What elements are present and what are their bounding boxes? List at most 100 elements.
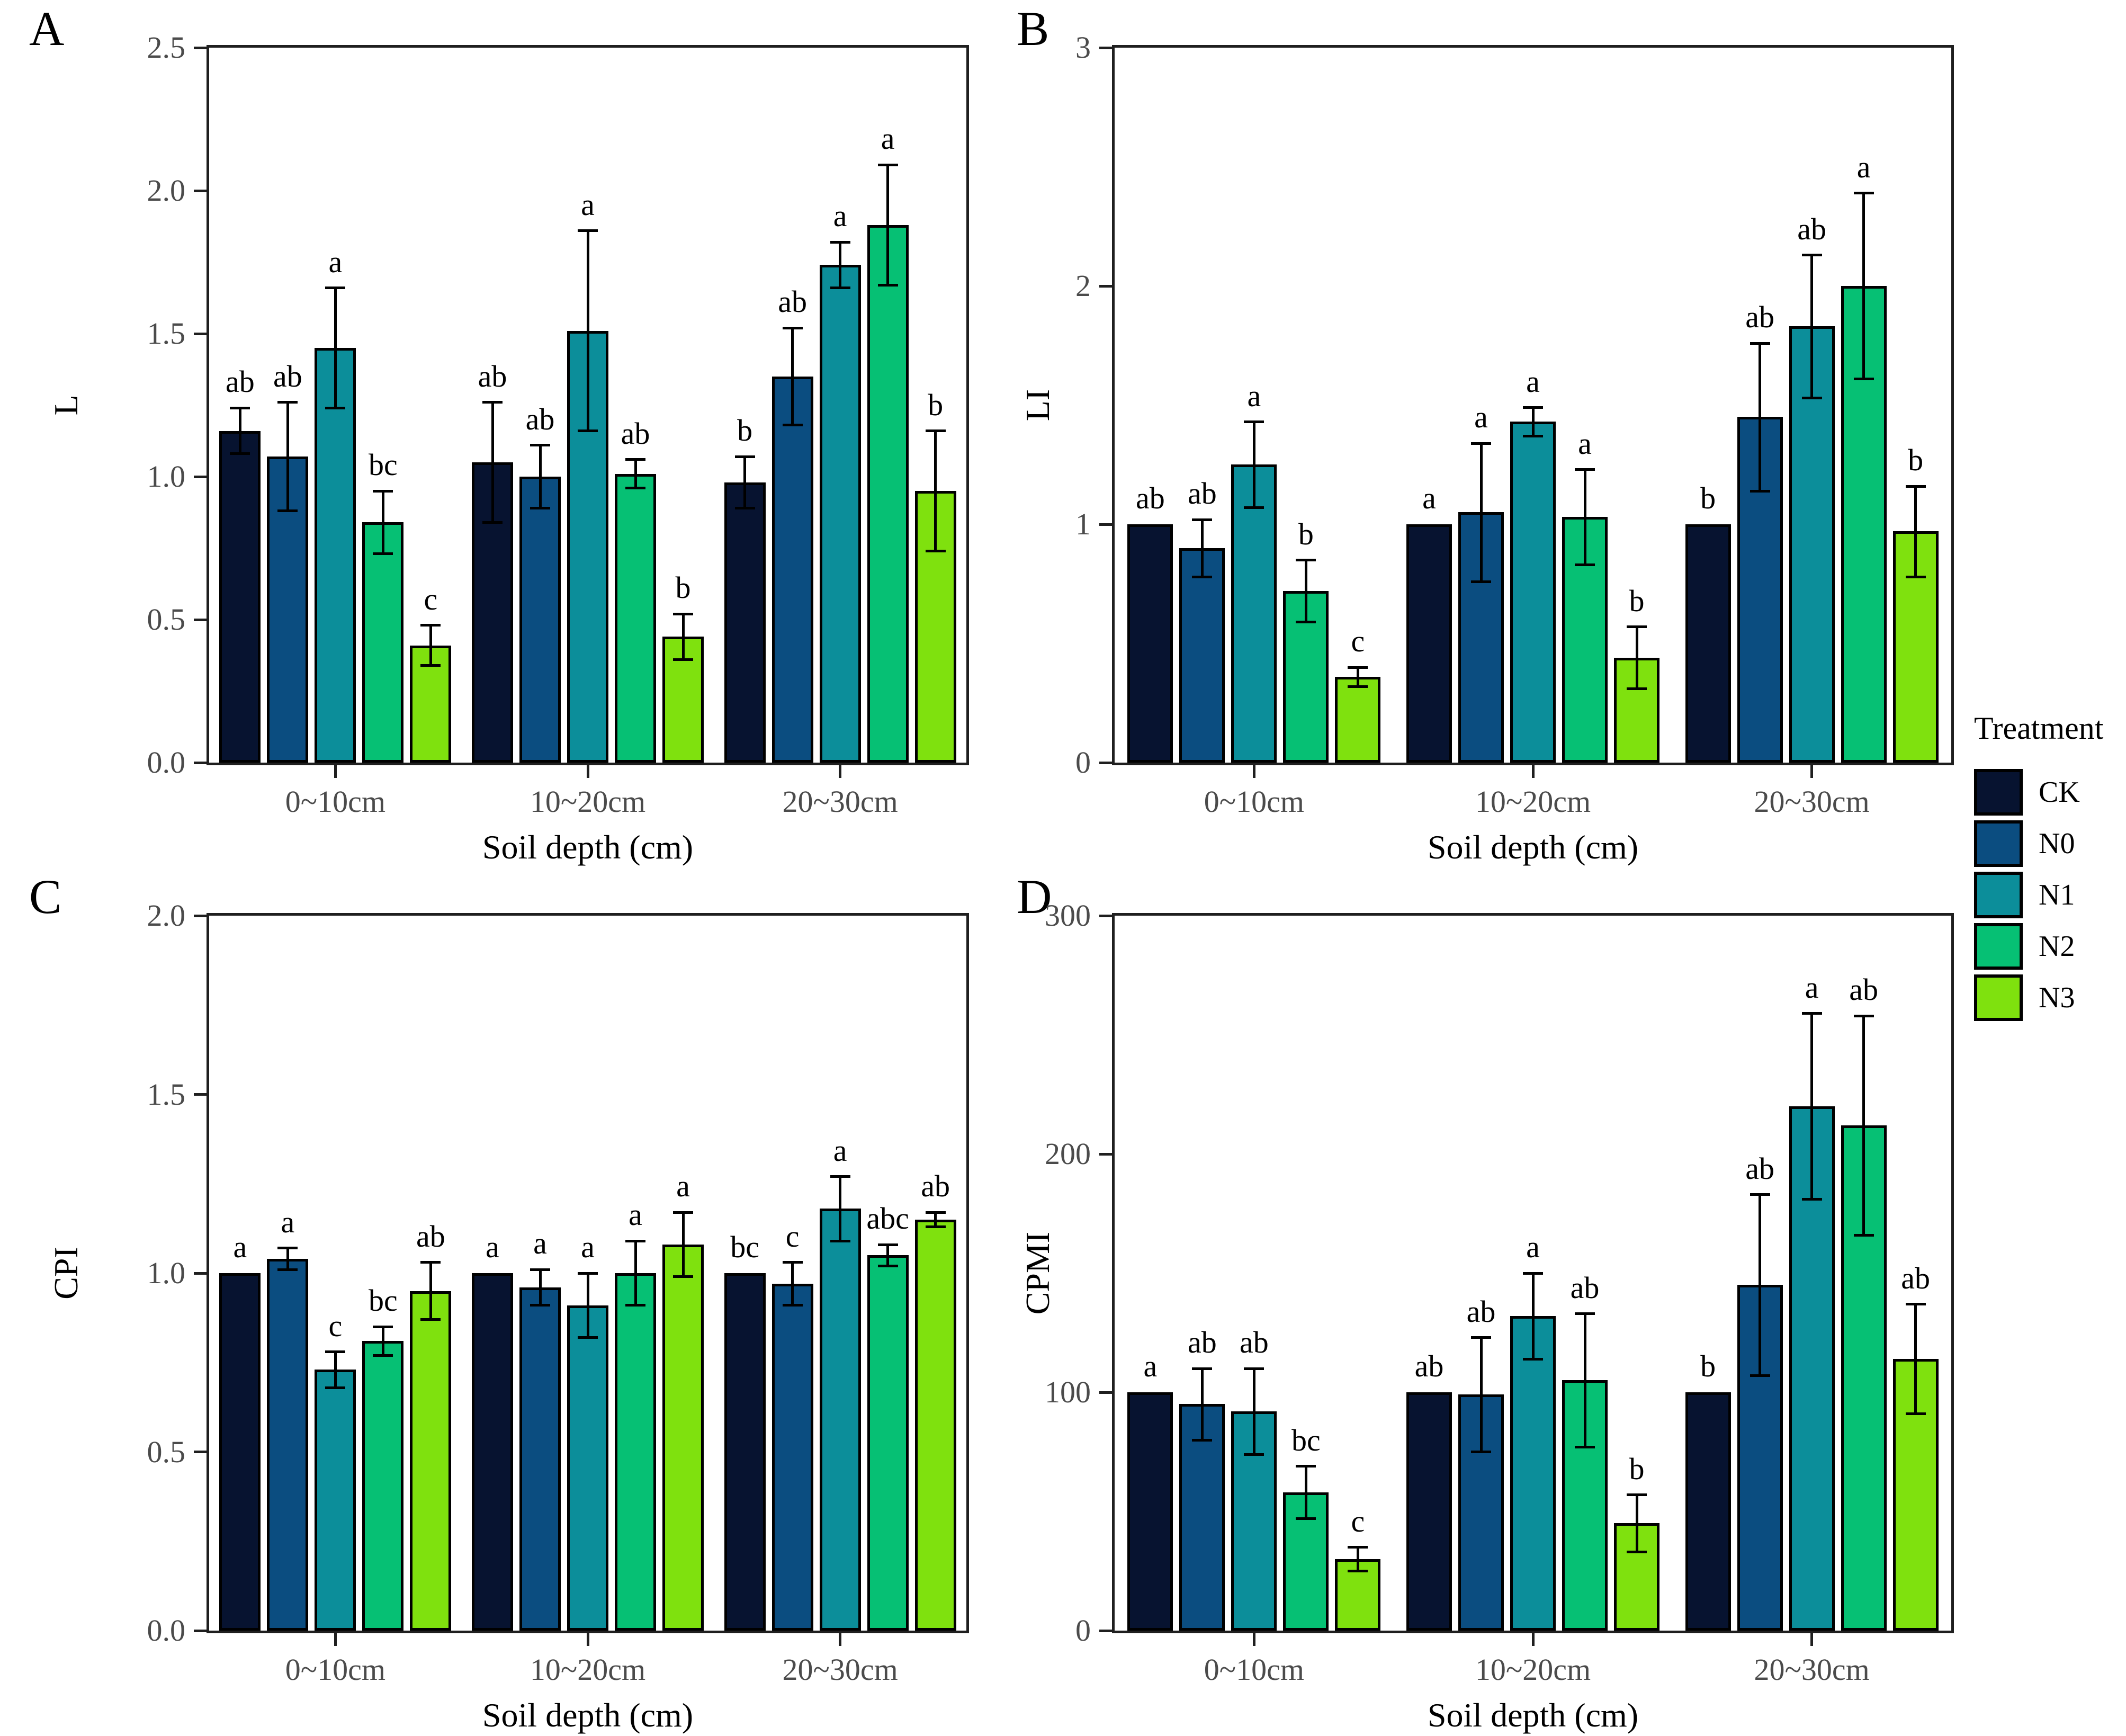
bar-N1 [1231, 464, 1277, 763]
sig-letter-N0: ab [525, 401, 555, 436]
sig-letter-N2: ab [621, 416, 650, 451]
error-bar-N1 [839, 242, 842, 288]
x-axis-label: Soil depth (cm) [482, 828, 694, 866]
error-bar-N0 [791, 1262, 794, 1305]
error-bar-cap [1523, 435, 1543, 437]
error-bar-N2 [1583, 469, 1586, 565]
y-tick [1099, 1152, 1112, 1156]
error-bar-cap [1750, 1193, 1770, 1196]
error-bar-cap [1192, 575, 1213, 578]
x-tick-label: 20~30cm [1754, 1652, 1870, 1687]
x-tick [1252, 765, 1255, 778]
bar-CK [1685, 524, 1731, 763]
y-tick [1099, 1629, 1112, 1632]
bar-N1 [819, 1209, 861, 1631]
sig-letter-N0: a [281, 1204, 295, 1239]
error-bar-N2 [381, 491, 384, 554]
error-bar-cap [734, 506, 755, 509]
y-tick [194, 761, 207, 764]
y-tick-label: 3 [1075, 30, 1091, 65]
error-bar-N2 [886, 165, 890, 285]
error-bar-cap [1523, 1272, 1543, 1275]
error-bar-cap [1348, 685, 1368, 688]
error-bar-N2 [1862, 1016, 1865, 1235]
error-bar-cap [578, 229, 598, 232]
x-tick-label: 0~10cm [1204, 784, 1304, 819]
panel-C: C CPI 0.0 0.5 1.0 1.5 2.0 0~10cm a a c bc ab 10~20cm a… [0, 868, 1006, 1736]
error-bar-cap [1192, 1367, 1213, 1370]
x-tick-label: 20~30cm [1754, 784, 1870, 819]
x-tick [839, 1633, 842, 1646]
error-bar-cap [277, 509, 298, 513]
sig-letter-CK: b [1700, 1349, 1716, 1383]
legend-items: CK N0 N1 N2 N3 [1974, 769, 2126, 1021]
legend-item-N1: N1 [1974, 872, 2126, 918]
bar-N2 [615, 1273, 656, 1631]
error-bar-N3 [934, 1212, 937, 1227]
sig-letter-N1: a [1805, 970, 1819, 1005]
error-bar-N1 [1810, 1013, 1814, 1200]
error-bar-cap [1575, 468, 1595, 471]
sig-letter-N1: a [1526, 1230, 1540, 1264]
y-tick-label: 1.5 [147, 1077, 186, 1112]
error-bar-cap [1801, 1012, 1822, 1015]
error-bar-cap [1853, 1014, 1874, 1017]
sig-letter-N3: c [1351, 1504, 1365, 1538]
bar-N2 [867, 1255, 909, 1631]
error-bar-cap [373, 1325, 393, 1328]
error-bar-cap [420, 1261, 441, 1264]
error-bar-N1 [586, 1273, 589, 1338]
error-bar-N1 [1252, 422, 1255, 508]
y-tick-label: 1.5 [147, 316, 186, 351]
error-bar-cap [925, 1211, 946, 1214]
sig-letter-N1: a [328, 244, 343, 279]
error-bar-N3 [1914, 1304, 1917, 1414]
bar-N0 [1179, 548, 1225, 763]
bar-N1 [819, 265, 861, 763]
error-bar-N3 [429, 1262, 432, 1320]
bar-CK [724, 1273, 766, 1631]
sig-letter-N0: a [533, 1226, 547, 1261]
error-bar-N3 [429, 625, 432, 666]
error-bar-cap [1471, 1336, 1491, 1339]
plot-area: 0 100 200 300 0~10cm a ab ab bc c 10~20cm ab ab a ab b 2… [1045, 898, 1954, 1687]
error-bar-cap [1523, 406, 1543, 409]
sig-letter-CK: b [737, 413, 753, 448]
bar-CK [219, 1273, 261, 1631]
panel-letter: D [1017, 870, 1052, 924]
sig-letter-N3: ab [1901, 1260, 1931, 1295]
error-bar-N2 [1583, 1313, 1586, 1447]
error-bar-N3 [1356, 1547, 1359, 1571]
y-axis-label: CPI [47, 1247, 85, 1300]
error-bar-cap [782, 1261, 803, 1264]
sig-letter-N3: c [424, 581, 438, 616]
sig-letter-CK: a [1143, 1349, 1158, 1383]
sig-letter-N2: bc [1291, 1422, 1321, 1457]
panel-A: A L 0.0 0.5 1.0 1.5 2.0 2.5 0~10cm ab ab a bc c 10~20c… [0, 0, 1006, 868]
error-bar-cap [734, 455, 755, 458]
y-tick [194, 1451, 207, 1453]
y-tick-label: 1.0 [147, 459, 186, 494]
error-bar-cap [925, 549, 946, 552]
legend-swatch-N3 [1974, 974, 2023, 1021]
error-bar-cap [230, 452, 250, 455]
error-bar-cap [782, 1304, 803, 1307]
x-tick-label: 20~30cm [782, 1652, 898, 1687]
sig-letter-N3: b [1629, 583, 1645, 618]
treatment-legend: Treatment CK N0 N1 N2 N3 [1954, 710, 2126, 1026]
bar-N1 [315, 348, 356, 763]
error-bar-cap [420, 624, 441, 627]
sig-letter-N0: ab [1187, 1325, 1217, 1359]
y-tick [1099, 761, 1112, 764]
error-bar-N0 [539, 1269, 542, 1305]
bar-N2 [362, 522, 404, 763]
sig-letter-CK: ab [478, 359, 507, 393]
error-bar-cap [1575, 563, 1595, 566]
y-tick-label: 2.0 [147, 173, 186, 208]
sig-letter-CK: a [233, 1230, 247, 1264]
error-bar-cap [1471, 580, 1491, 583]
bar-N3 [1335, 677, 1381, 763]
error-bar-cap [1801, 1198, 1822, 1201]
error-bar-cap [625, 1239, 645, 1242]
